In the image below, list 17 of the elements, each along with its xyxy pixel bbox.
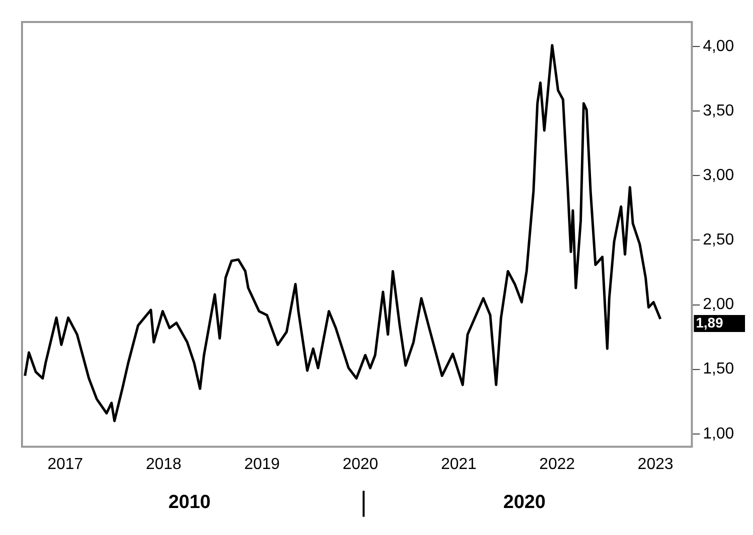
y-tick-label: 1,00 — [702, 425, 734, 442]
x-tick-label: 2017 — [47, 456, 84, 473]
x-tick-label: 2019 — [244, 456, 280, 473]
text: 1,89 — [696, 314, 724, 330]
x-tick-label: 2018 — [146, 456, 182, 473]
y-tick-label: 4,00 — [702, 38, 734, 55]
x-tick-label: 2021 — [440, 456, 477, 473]
y-tick-label: 2,00 — [702, 296, 734, 314]
y-tick-label: 3,50 — [702, 102, 734, 120]
x-tick-label: 2022 — [539, 456, 575, 473]
text: 2010 — [168, 492, 211, 514]
y-tick-label: 3,00 — [702, 167, 734, 184]
y-tick-label: 2,50 — [702, 232, 734, 249]
x-tick-label: 2023 — [638, 456, 674, 473]
text: 2020 — [503, 492, 546, 514]
y-tick-label: 1,50 — [702, 360, 734, 378]
x-tick-label: 2020 — [342, 456, 378, 473]
